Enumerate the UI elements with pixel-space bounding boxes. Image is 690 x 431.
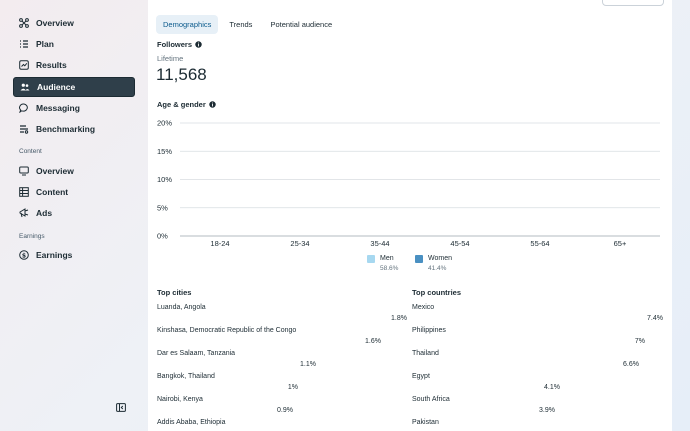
y-tick-label: 0%	[157, 232, 168, 241]
x-tick-label: 25-34	[290, 239, 309, 248]
country-value: 6.6%	[623, 361, 639, 368]
country-name: South Africa	[412, 396, 450, 403]
sidebar-item-messaging[interactable]: Messaging	[13, 98, 135, 118]
country-name: Egypt	[412, 373, 430, 380]
people-icon	[20, 83, 30, 91]
legend-swatch-men	[367, 255, 375, 263]
x-tick-label: 35-44	[370, 239, 389, 248]
audience-panel	[148, 0, 672, 431]
city-name: Luanda, Angola	[157, 304, 206, 311]
y-tick-label: 5%	[157, 203, 168, 212]
sidebar-item-earnings[interactable]: $ Earnings	[13, 245, 135, 265]
x-tick-label: 55-64	[530, 239, 549, 248]
collapse-sidebar-icon[interactable]	[116, 403, 126, 412]
section-label-earnings: Earnings	[19, 233, 45, 240]
x-tick-label: 65+	[614, 239, 627, 248]
sidebar-item-label: Audience	[37, 82, 76, 92]
tab-demographics[interactable]: Demographics	[156, 15, 219, 34]
followers-heading: Followers	[157, 40, 202, 49]
sidebar-item-audience[interactable]: Audience	[13, 77, 135, 97]
city-value: 0.9%	[277, 407, 293, 414]
country-value: 7%	[634, 338, 645, 345]
y-tick-label: 10%	[157, 175, 172, 184]
sidebar-item-results[interactable]: Results	[13, 55, 135, 75]
country-value: 7.4%	[647, 315, 663, 322]
city-name: Dar es Salaam, Tanzania	[157, 350, 236, 357]
chat-icon	[19, 103, 28, 113]
followers-title: Followers	[157, 40, 193, 49]
sidebar-item-label: Overview	[36, 166, 74, 176]
sidebar-item-overview[interactable]: Overview	[13, 13, 135, 33]
sidebar-item-label: Content	[36, 187, 69, 197]
top-countries-heading: Top countries	[412, 288, 462, 297]
legend-label-men: Men	[380, 255, 394, 262]
age-gender-chart: 0% 5% 10% 15% 20% 18-24 25-34 35-44 45-54 55-64 65…	[157, 119, 660, 248]
megaphone-icon	[19, 208, 29, 218]
dollar-icon: $	[19, 250, 29, 260]
country-value: 4.1%	[544, 384, 560, 391]
sidebar-item-label: Overview	[36, 18, 74, 28]
sidebar-item-label: Earnings	[36, 250, 73, 260]
followers-count: 11,568	[156, 65, 207, 84]
city-name: Nairobi, Kenya	[157, 396, 203, 403]
legend-pct-women: 41.4%	[428, 265, 447, 272]
sidebar-item-label: Benchmarking	[36, 124, 96, 134]
country-name: Mexico	[412, 304, 435, 311]
city-name: Bangkok, Thailand	[157, 373, 215, 380]
tab-trends[interactable]: Trends	[229, 20, 253, 29]
info-icon[interactable]	[195, 41, 202, 48]
sidebar-item-content-overview[interactable]: Overview	[13, 161, 135, 181]
legend-pct-men: 58.6%	[380, 265, 399, 272]
sidebar-item-ads[interactable]: Ads	[13, 203, 135, 223]
city-value: 1%	[287, 384, 298, 391]
overview-icon	[19, 18, 29, 28]
country-name: Thailand	[412, 350, 439, 357]
list-icon	[20, 40, 28, 48]
sidebar-item-plan[interactable]: Plan	[13, 34, 135, 54]
legend-label-women: Women	[428, 255, 452, 262]
sidebar-item-benchmarking[interactable]: Benchmarking	[13, 119, 135, 139]
y-tick-label: 15%	[157, 147, 172, 156]
tab-bar: Demographics Trends Potential audience	[156, 15, 339, 34]
sidebar-item-label: Results	[36, 60, 67, 70]
sidebar-item-label: Ads	[36, 208, 53, 218]
chart-icon	[19, 60, 29, 70]
legend-swatch-women	[415, 255, 423, 263]
country-value: 3.9%	[539, 407, 555, 414]
country-name: Philippines	[412, 327, 446, 334]
grid-icon	[19, 187, 29, 197]
followers-period: Lifetime	[157, 54, 184, 63]
city-name: Kinshasa, Democratic Republic of the Con…	[157, 327, 297, 334]
svg-text:$: $	[22, 252, 26, 259]
city-value: 1.1%	[300, 361, 316, 368]
city-value: 1.8%	[391, 315, 407, 322]
tab-potential-audience[interactable]: Potential audience	[270, 20, 333, 29]
sidebar-item-content[interactable]: Content	[13, 182, 135, 202]
section-label-content: Content	[19, 148, 42, 155]
sidebar-item-label: Messaging	[36, 103, 80, 113]
monitor-icon	[19, 166, 29, 176]
x-tick-label: 45-54	[450, 239, 469, 248]
city-value: 1.6%	[365, 338, 381, 345]
sidebar: Overview Plan Results Audience Messaging…	[0, 0, 140, 431]
age-gender-heading: Age & gender	[157, 100, 216, 109]
country-name: Pakistan	[412, 419, 439, 426]
age-gender-title: Age & gender	[157, 100, 206, 109]
top-cities-heading: Top cities	[157, 288, 192, 297]
export-button[interactable]	[602, 0, 664, 6]
x-tick-label: 18-24	[210, 239, 229, 248]
sidebar-item-label: Plan	[36, 39, 54, 49]
benchmark-icon	[20, 125, 29, 134]
city-name: Addis Ababa, Ethiopia	[157, 419, 226, 426]
y-tick-label: 20%	[157, 119, 172, 128]
info-icon[interactable]	[209, 101, 216, 108]
